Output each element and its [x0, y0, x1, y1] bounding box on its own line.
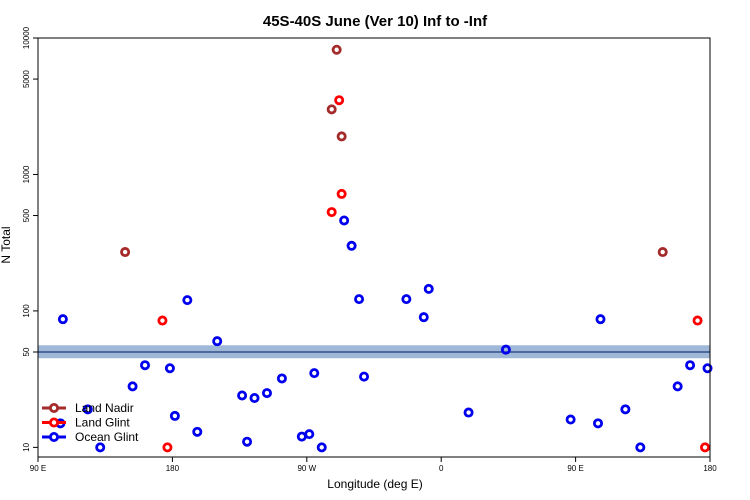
ocean-glint-point: [595, 314, 606, 325]
plot-frame: [37, 37, 711, 458]
ocean-glint-point: [164, 363, 175, 374]
ocean-glint-point: [169, 410, 180, 421]
y-tick-label: 10: [22, 442, 31, 451]
legend-marker-land-nadir: [49, 402, 60, 413]
x-tick-label: 180: [703, 464, 717, 473]
land-nadir-point: [336, 131, 347, 142]
ocean-glint-point: [127, 381, 138, 392]
ocean-glint-point: [82, 404, 93, 415]
ocean-glint-point: [304, 429, 315, 440]
land-nadir-point: [120, 247, 131, 258]
land-nadir-point: [326, 104, 337, 115]
ocean-glint-point: [565, 414, 576, 425]
axes: 90 E 180 90 W 0 90 E 180 10 50 100 500 1000 5000 100…: [22, 26, 717, 473]
y-tick-label: 500: [22, 208, 31, 222]
y-tick-label: 100: [22, 304, 31, 318]
ocean-glint-point: [346, 240, 357, 251]
land-glint-point: [692, 315, 703, 326]
ocean-glint-point: [354, 294, 365, 305]
legend-label-ocean-glint: Ocean Glint: [75, 430, 139, 444]
x-tick-label: 90 W: [297, 464, 316, 473]
land-nadir-point: [331, 44, 342, 55]
x-tick-label: 180: [166, 464, 180, 473]
ocean-glint-point: [359, 371, 370, 382]
ocean-glint-point: [309, 368, 320, 379]
x-tick-label: 0: [439, 464, 444, 473]
ocean-glint-point: [182, 295, 193, 306]
y-axis-label: N Total: [0, 226, 13, 263]
land-glint-point: [336, 188, 347, 199]
y-tick-label: 5000: [22, 70, 31, 88]
y-tick-label: 10000: [22, 26, 31, 49]
ocean-glint-point: [593, 418, 604, 429]
ocean-glint-point: [418, 312, 429, 323]
legend-label-land-nadir: Land Nadir: [75, 401, 134, 415]
x-tick-label: 90 E: [567, 464, 583, 473]
x-axis-label: Longitude (deg E): [327, 477, 422, 491]
legend-marker-ocean-glint: [49, 431, 60, 442]
x-tick-label: 90 E: [30, 464, 46, 473]
ocean-glint-point: [423, 283, 434, 294]
ocean-glint-point: [242, 436, 253, 447]
ocean-glint-point: [672, 381, 683, 392]
land-nadir-point: [657, 247, 668, 258]
land-glint-point: [700, 442, 711, 453]
y-tick-label: 50: [22, 347, 31, 356]
reference-band: [38, 345, 710, 359]
land-glint-point: [162, 442, 173, 453]
ocean-glint-point: [500, 344, 511, 355]
ocean-glint-point: [237, 390, 248, 401]
ocean-glint-point: [316, 442, 327, 453]
ocean-glint-point: [685, 360, 696, 371]
ocean-glint-point: [95, 442, 106, 453]
legend-label-land-glint: Land Glint: [75, 416, 130, 430]
ocean-glint-point: [463, 407, 474, 418]
chart-title: 45S-40S June (Ver 10) Inf to -Inf: [263, 13, 488, 30]
ocean-glint-point: [401, 294, 412, 305]
land-glint-point: [157, 315, 168, 326]
ocean-glint-point: [635, 442, 646, 453]
ocean-glint-point: [212, 336, 223, 347]
ocean-glint-point: [249, 393, 260, 404]
ocean-glint-point: [261, 388, 272, 399]
ocean-glint-point: [140, 360, 151, 371]
legend-marker-land-glint: [49, 417, 60, 428]
ocean-glint-point: [620, 404, 631, 415]
ocean-glint-point: [276, 373, 287, 384]
ocean-glint-point: [57, 314, 68, 325]
land-glint-point: [334, 95, 345, 106]
land-glint-point: [326, 207, 337, 218]
data-points: [55, 44, 713, 453]
ocean-glint-point: [192, 426, 203, 437]
ocean-glint-point: [702, 363, 713, 374]
ocean-glint-point: [339, 215, 350, 226]
y-tick-label: 1000: [22, 165, 31, 183]
